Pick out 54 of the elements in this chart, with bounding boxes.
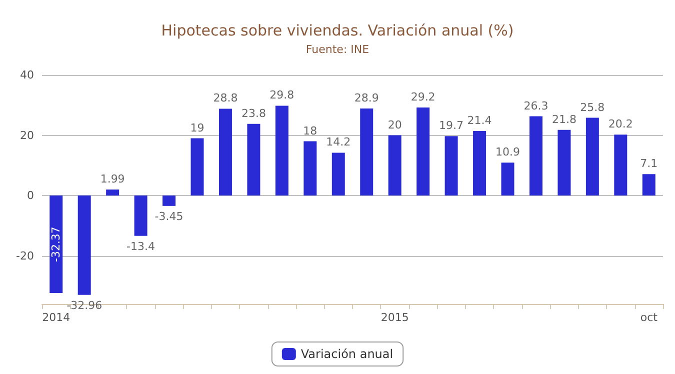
bar [360, 108, 374, 196]
data-label: -13.4 [126, 240, 156, 253]
bar [388, 135, 402, 196]
data-label: 21.8 [552, 112, 576, 126]
data-label: 19 [190, 121, 204, 134]
data-label: 25.8 [580, 100, 605, 114]
data-label: 29.2 [410, 90, 436, 104]
bar [134, 196, 148, 236]
y-tick-label: -20 [16, 249, 34, 262]
bar [501, 162, 514, 196]
bar [162, 196, 176, 206]
y-tick-label: 0 [27, 189, 34, 202]
data-label: 18 [303, 124, 318, 138]
data-label: 26.3 [524, 99, 548, 112]
legend-label: Variación anual [300, 347, 394, 361]
bar [642, 174, 656, 196]
chart-subtitle: Fuente: INE [306, 43, 370, 56]
x-tick-label: oct [640, 311, 658, 324]
x-tick-label: 2015 [380, 311, 409, 324]
bar [304, 141, 317, 196]
y-tick-label: 20 [20, 128, 34, 142]
data-label: 14.2 [326, 136, 351, 149]
bar [416, 108, 430, 196]
data-label: -32.37 [50, 226, 63, 262]
data-label: 20.2 [608, 118, 633, 131]
data-label: 19.7 [439, 119, 464, 132]
data-label: 21.4 [467, 114, 492, 128]
bar [50, 196, 63, 294]
bar [614, 134, 628, 196]
bar [529, 116, 542, 196]
bar [558, 130, 571, 196]
data-label: -32.96 [66, 298, 102, 312]
bar [247, 124, 260, 196]
data-label: -3.45 [154, 210, 184, 223]
data-label: 23.8 [241, 106, 266, 120]
y-tick-label: 40 [20, 68, 34, 82]
data-label: 28.8 [213, 92, 238, 105]
bar [106, 190, 120, 196]
data-label: 29.8 [270, 88, 294, 102]
bar [218, 108, 232, 196]
data-label: 1.99 [100, 172, 125, 186]
bar [275, 106, 288, 196]
data-label: 28.9 [354, 91, 379, 104]
bar [444, 136, 458, 196]
data-label: 7.1 [640, 157, 658, 170]
bar [332, 152, 345, 196]
bar [78, 196, 91, 295]
bar [473, 131, 486, 196]
data-label: 20 [388, 118, 402, 132]
x-tick-label: 2014 [42, 311, 70, 324]
data-label: 10.9 [496, 146, 520, 159]
bar [190, 138, 204, 196]
chart-title: Hipotecas sobre viviendas. Variación anual (%) [161, 22, 514, 40]
bar [586, 118, 599, 196]
